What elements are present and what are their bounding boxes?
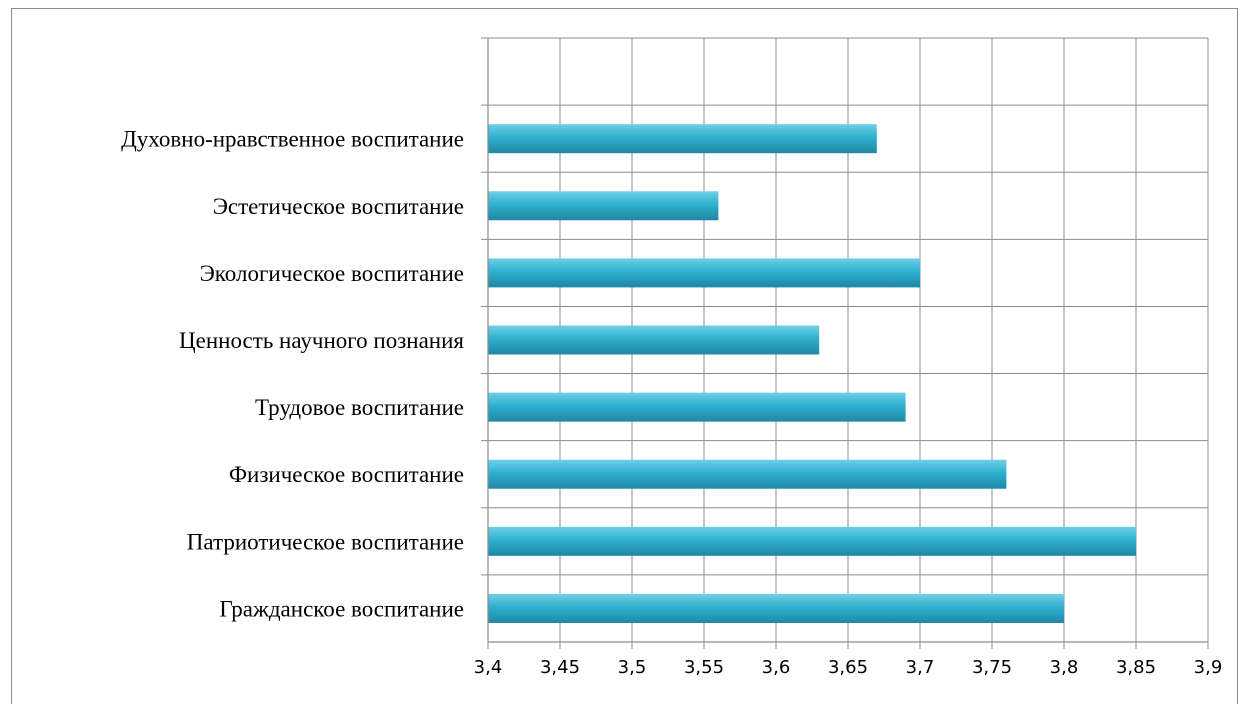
x-tick-label: 3,65	[828, 657, 868, 678]
x-tick-label: 3,5	[618, 657, 647, 678]
category-label: Патриотическое воспитание	[187, 529, 464, 554]
chart-frame	[11, 8, 1238, 704]
x-tick-label: 3,75	[972, 657, 1012, 678]
category-label: Эстетическое воспитание	[213, 194, 464, 219]
category-label: Экологическое воспитание	[200, 261, 464, 286]
x-tick-label: 3,7	[906, 657, 935, 678]
x-tick-label: 3,9	[1194, 657, 1223, 678]
bar	[488, 526, 1136, 556]
x-tick-label: 3,85	[1116, 657, 1156, 678]
category-label: Физическое воспитание	[229, 462, 464, 487]
category-label: Трудовое воспитание	[255, 395, 464, 420]
category-label: Ценность научного познания	[179, 328, 464, 353]
x-tick-label: 3,45	[540, 657, 580, 678]
x-tick-label: 3,55	[684, 657, 724, 678]
bar	[488, 258, 920, 288]
x-tick-label: 3,8	[1050, 657, 1079, 678]
x-tick-label: 3,6	[762, 657, 791, 678]
x-tick-label: 3,4	[474, 657, 503, 678]
bar	[488, 191, 719, 221]
bar	[488, 593, 1064, 623]
category-label: Духовно-нравственное воспитание	[121, 127, 464, 152]
bar	[488, 392, 906, 422]
category-label: Гражданское воспитание	[219, 596, 464, 621]
bar	[488, 325, 820, 355]
labels: 3,4 3,45 3,5 3,55 3,6 3,65 3,7 3,75 3,8 3,85 3,9 Гр…	[121, 127, 1222, 678]
bar	[488, 124, 877, 154]
bars	[488, 124, 1136, 623]
axes	[481, 37, 1209, 649]
bar	[488, 459, 1007, 489]
